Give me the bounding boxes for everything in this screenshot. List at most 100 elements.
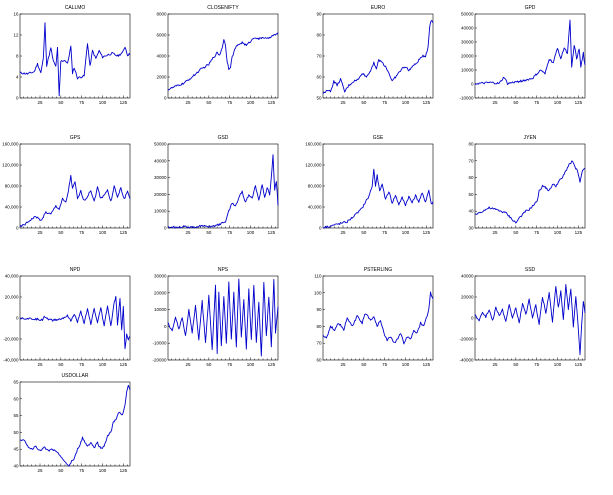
x-tick-label: 75 — [534, 230, 540, 235]
chart-title: GSE — [373, 135, 384, 141]
x-tick-label: 25 — [492, 230, 498, 235]
y-tick-label: 40,000 — [5, 274, 19, 279]
y-tick-label: 10000 — [154, 307, 167, 312]
x-tick-label: 25 — [185, 100, 191, 105]
chart-title: CLOSENIFTY — [207, 5, 239, 11]
series-line — [167, 32, 279, 91]
chart-svg: USDOLLAR 40 45 50 55 60 65 25 50 75 100 125 — [13, 373, 131, 473]
x-tick-label: 125 — [268, 230, 276, 235]
y-tick-label: 80 — [316, 33, 322, 38]
y-tick-label: 60 — [316, 358, 322, 363]
x-tick-label: 100 — [99, 468, 107, 473]
x-tick-label: 75 — [79, 230, 85, 235]
x-tick-label: 100 — [554, 230, 562, 235]
x-tick-label: 50 — [58, 362, 64, 367]
y-tick-label: 60 — [13, 396, 19, 401]
x-tick-label: 125 — [423, 230, 431, 235]
y-tick-label: 90 — [316, 307, 322, 312]
chart-svg: GPD -10000 0 10000 20000 30000 40000 50000 25 50 7… — [459, 5, 586, 105]
y-tick-label: 80 — [316, 324, 322, 329]
y-tick-label: 50000 — [461, 12, 474, 17]
chart-svg: SSD -40000 -20000 0 20000 40000 25 50 75 100 125 — [459, 267, 586, 367]
plot-frame — [19, 381, 131, 467]
x-tick-label: 125 — [120, 468, 128, 473]
chart-svg: CALLMO 0 4 8 12 16 25 50 75 100 125 — [13, 5, 131, 105]
y-tick-label: 0 — [164, 96, 167, 101]
x-tick-label: 25 — [37, 468, 43, 473]
x-tick-label: 75 — [382, 100, 388, 105]
y-tick-label: 16 — [13, 12, 19, 17]
y-tick-label: 50 — [316, 96, 322, 101]
y-tick-label: 0 — [319, 226, 322, 231]
y-tick-label: 80,000 — [5, 184, 19, 189]
chart-panel-callmo: CALLMO 0 4 8 12 16 25 50 75 100 125 — [0, 0, 148, 123]
x-tick-label: 25 — [340, 230, 346, 235]
y-tick-label: 2000 — [156, 75, 167, 80]
chart-svg: PSTERLING 60 70 80 90 100 110 25 50 75 100 125 — [314, 267, 434, 367]
x-tick-label: 125 — [423, 362, 431, 367]
x-tick-label: 50 — [361, 230, 367, 235]
x-tick-label: 25 — [340, 362, 346, 367]
plot-frame — [19, 143, 131, 229]
y-tick-label: 40000 — [154, 158, 167, 163]
y-tick-label: 30000 — [154, 274, 167, 279]
y-tick-label: -20000 — [152, 358, 167, 363]
y-tick-label: 0 — [16, 226, 19, 231]
plot-frame — [322, 275, 434, 361]
series-line — [167, 154, 279, 229]
chart-panel-jyen: JYEN 30 40 50 60 70 80 25 50 75 100 125 — [455, 130, 603, 253]
y-tick-label: 20000 — [461, 54, 474, 59]
y-tick-label: 10000 — [154, 209, 167, 214]
y-tick-label: 50 — [468, 192, 474, 197]
y-tick-label: 40 — [468, 209, 474, 214]
plot-frame — [322, 13, 434, 99]
y-tick-label: 0 — [16, 96, 19, 101]
plot-frame — [19, 275, 131, 361]
plot-frame — [474, 143, 586, 229]
series-line — [322, 168, 434, 229]
chart-panel-usdollar: USDOLLAR 40 45 50 55 60 65 25 50 75 100 125 — [0, 368, 148, 491]
chart-title: GPS — [70, 135, 81, 141]
y-tick-label: 20000 — [154, 192, 167, 197]
y-tick-label: 0 — [16, 316, 19, 321]
plot-frame — [167, 143, 279, 229]
y-tick-label: 8 — [16, 54, 19, 59]
x-tick-label: 100 — [554, 362, 562, 367]
chart-panel-gsd: GSD 0 10000 20000 30000 40000 50000 25 50 75 100 12… — [148, 130, 296, 253]
x-tick-label: 50 — [513, 362, 519, 367]
x-tick-label: 50 — [513, 100, 519, 105]
x-tick-label: 125 — [423, 100, 431, 105]
chart-panel-npd: NPD -40,000 -20,000 0 20,000 40,000 25 50 75 100 1… — [0, 262, 148, 385]
x-tick-label: 75 — [79, 362, 85, 367]
series-line — [19, 174, 131, 228]
y-tick-label: 70 — [316, 54, 322, 59]
series-line — [19, 295, 131, 350]
x-tick-label: 125 — [120, 100, 128, 105]
x-tick-label: 100 — [402, 230, 410, 235]
x-tick-label: 50 — [361, 100, 367, 105]
chart-title: NPS — [218, 267, 229, 273]
y-tick-label: 110 — [314, 274, 322, 279]
x-tick-label: 75 — [79, 468, 85, 473]
x-tick-label: 100 — [402, 362, 410, 367]
x-tick-label: 50 — [206, 230, 212, 235]
y-tick-label: 45 — [13, 447, 19, 452]
y-tick-label: 4000 — [156, 54, 167, 59]
y-tick-label: 4 — [16, 75, 19, 80]
x-tick-label: 125 — [120, 362, 128, 367]
x-tick-label: 25 — [37, 100, 43, 105]
y-tick-label: -20,000 — [3, 337, 19, 342]
chart-svg: NPD -40,000 -20,000 0 20,000 40,000 25 50 75 100 1… — [3, 267, 131, 367]
y-tick-label: 40,000 — [308, 205, 322, 210]
y-tick-label: 50 — [13, 430, 19, 435]
y-tick-label: 20000 — [154, 290, 167, 295]
chart-svg: GSE 0 40,000 80,000 120,000 160,000 25 50 75 100 1… — [305, 135, 434, 235]
y-tick-label: 100 — [314, 290, 322, 295]
y-tick-label: 80,000 — [308, 184, 322, 189]
x-tick-label: 125 — [268, 100, 276, 105]
x-tick-label: 75 — [534, 100, 540, 105]
series-line — [474, 160, 586, 224]
y-tick-label: 40000 — [461, 274, 474, 279]
y-tick-label: 60 — [316, 75, 322, 80]
y-tick-label: -10000 — [459, 96, 474, 101]
